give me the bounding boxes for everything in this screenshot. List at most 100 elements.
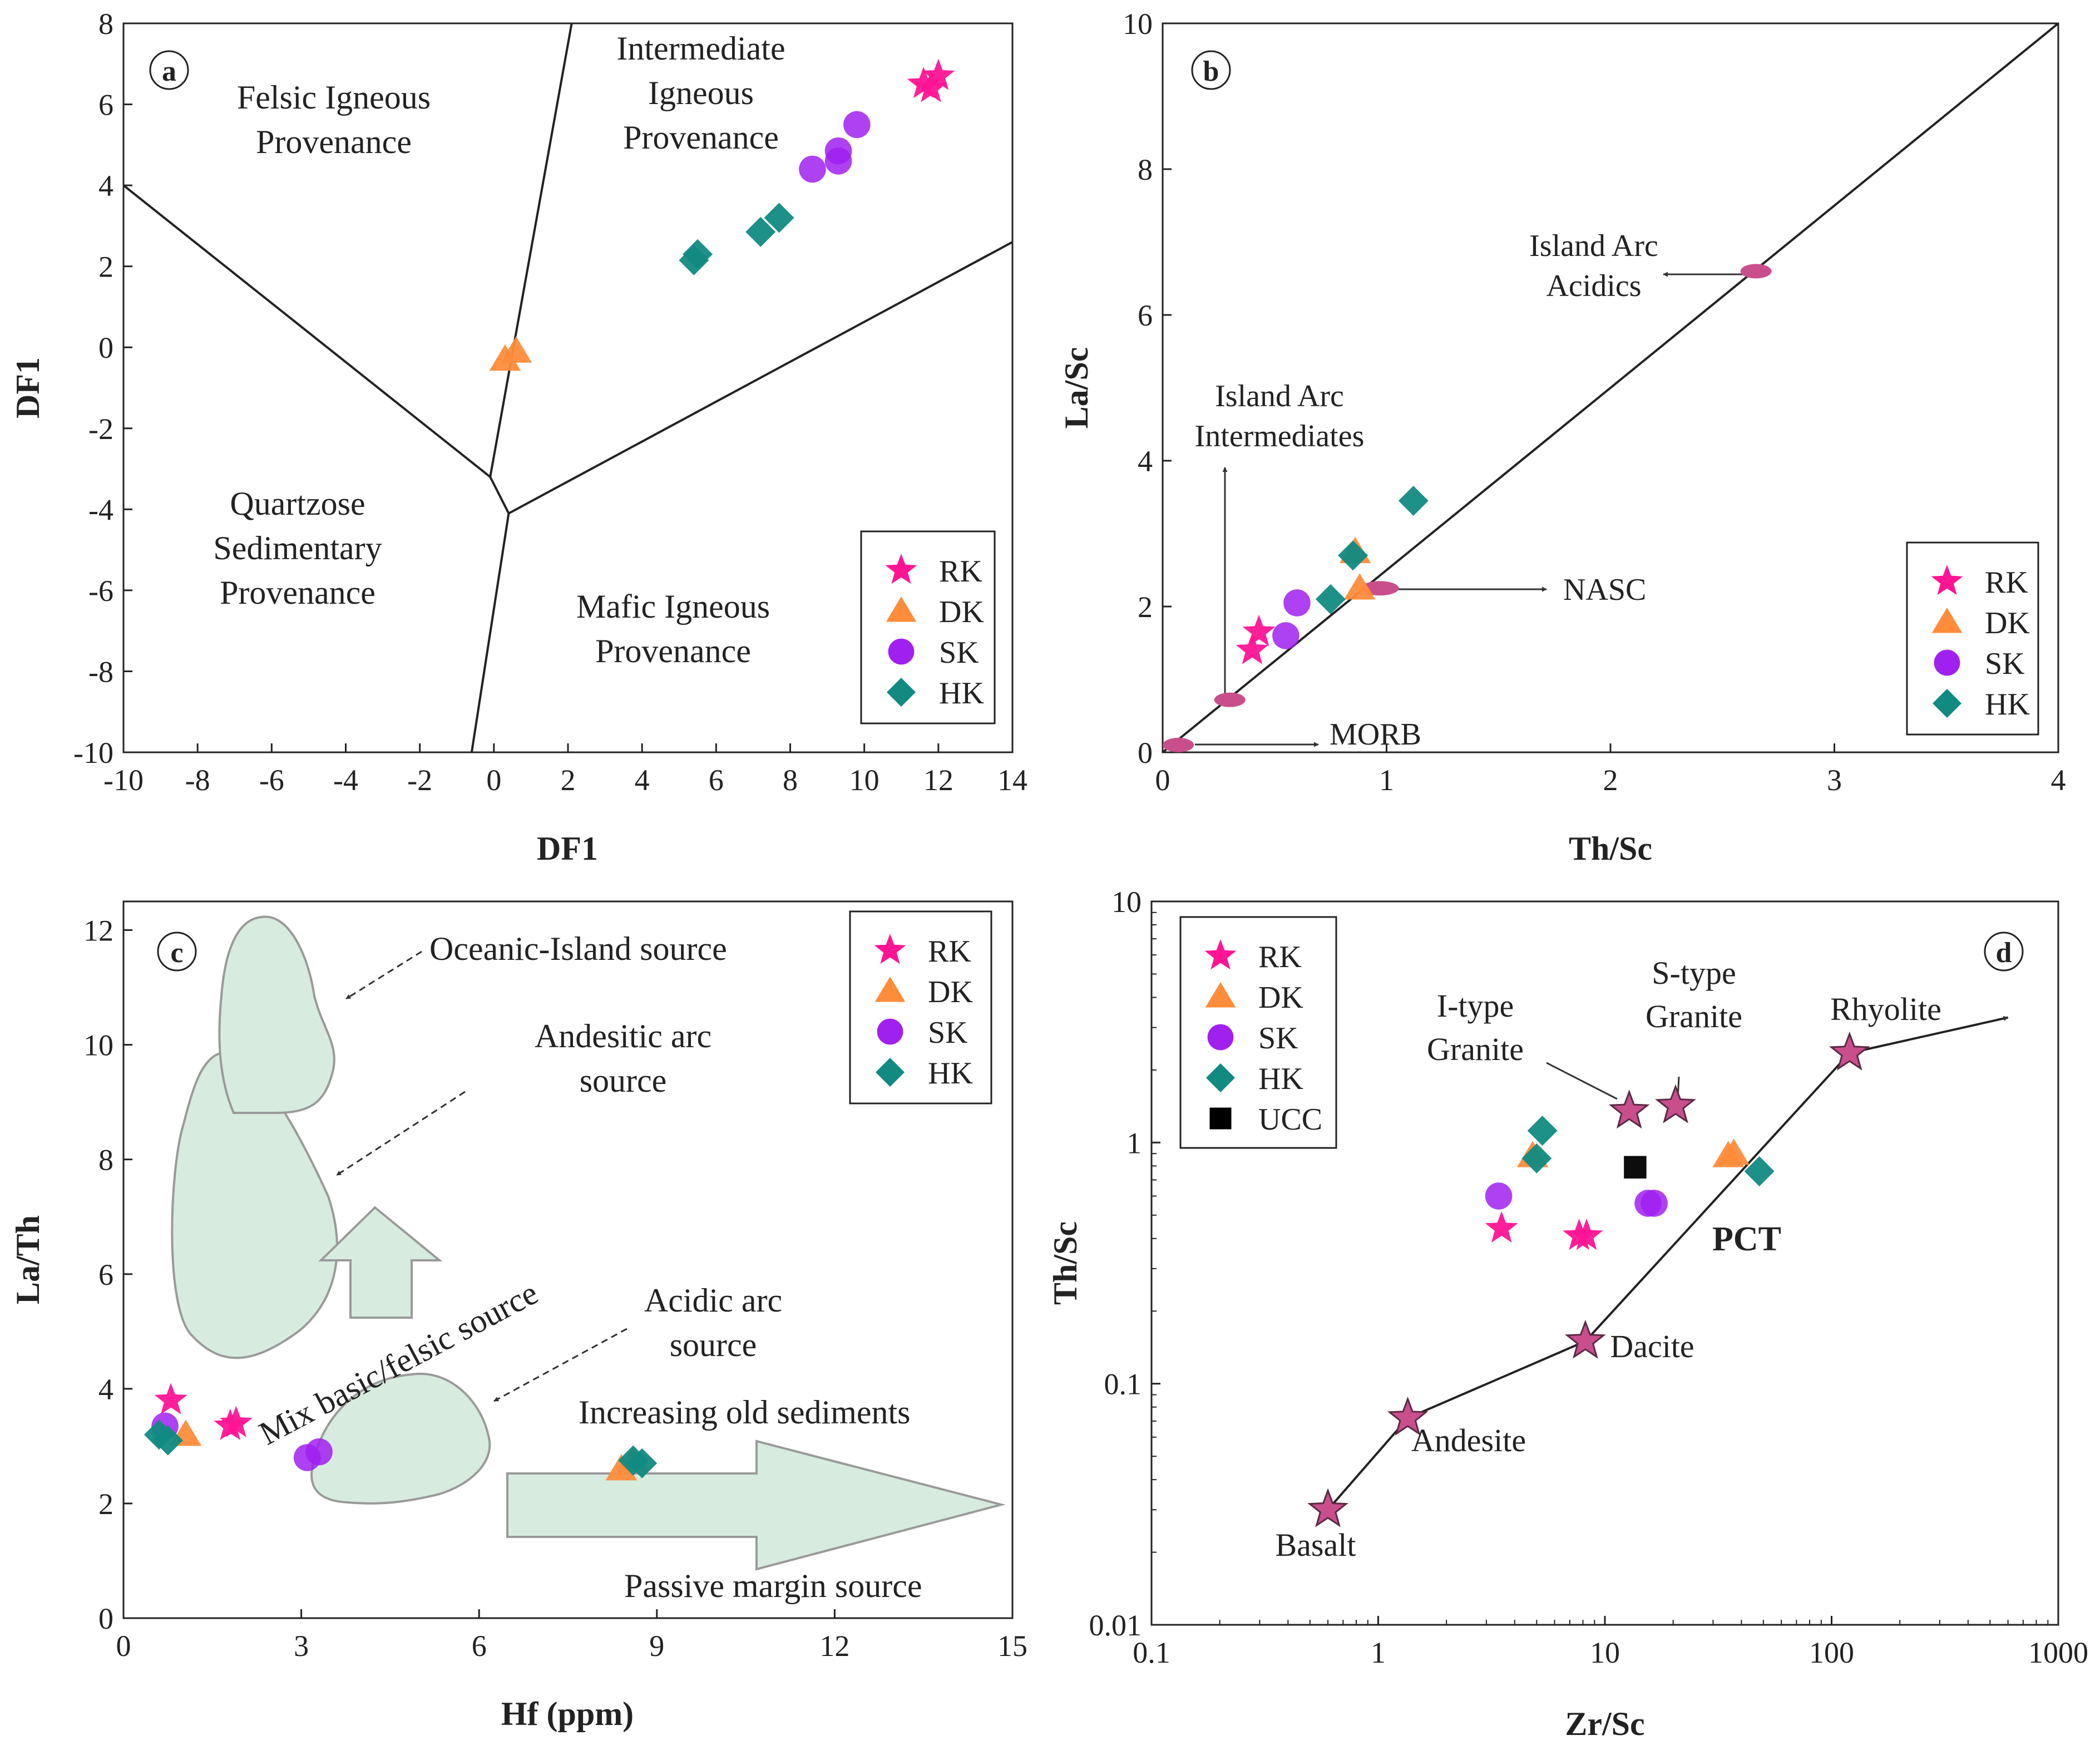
- pct-star-marker: [1565, 1319, 1606, 1359]
- data-point-dk: [1343, 573, 1376, 600]
- y-tick-label: 10: [83, 1029, 113, 1062]
- data-point-hk: [1521, 1143, 1552, 1174]
- data-point-sk: [799, 155, 826, 183]
- y-tick-label: 6: [98, 88, 113, 122]
- legend-marker-sk: [877, 1018, 903, 1045]
- x-tick-label: 15: [997, 1629, 1027, 1663]
- legend-label-rk: RK: [1985, 565, 2028, 600]
- andesitic-label-line-1: Andesitic arc: [535, 1018, 711, 1054]
- x-tick-label: 8: [783, 763, 798, 797]
- reference-marker: [1214, 692, 1246, 707]
- legend-box: [860, 530, 996, 724]
- panel-a: -10 -8 -6 -4 -2 0 2 4 6 8 10 12 14 -10 -8 -6 -4 -2 0 2 4 6 8 F…: [9, 7, 1027, 867]
- x-tick-label: 6: [472, 1629, 487, 1663]
- data-point-sk: [1485, 1182, 1513, 1210]
- boundary-line: [508, 241, 1013, 515]
- data-points: [1236, 486, 1429, 664]
- legend-box: [1179, 916, 1337, 1149]
- legend-label-dk: DK: [1985, 606, 2030, 640]
- pct-markers: [1307, 1031, 1870, 1527]
- x-tick-label: 12: [923, 763, 953, 797]
- x-tick-label: 0.1: [1133, 1636, 1170, 1669]
- acidic-label-line-1: Acidic arc: [644, 1282, 782, 1319]
- boundary-line: [489, 23, 573, 477]
- x-tick-label: -10: [103, 763, 144, 797]
- y-axis-label: La/Sc: [1058, 347, 1095, 429]
- morb-label: MORB: [1330, 717, 1421, 752]
- x-axis-label: Th/Sc: [1569, 830, 1652, 867]
- x-tick-label: 0: [486, 763, 501, 797]
- data-point-rk: [219, 1406, 253, 1437]
- data-point-sk: [1272, 622, 1299, 649]
- discriminant-boundaries: [122, 23, 1013, 753]
- data-point-hk: [1744, 1156, 1775, 1186]
- data-point-sk: [305, 1438, 333, 1466]
- data-point-hk: [745, 216, 776, 247]
- data-point-sk: [1283, 589, 1311, 617]
- panel-badge: a: [149, 50, 189, 90]
- oceanic-island-field: [218, 915, 335, 1114]
- legend-marker-hk: [1206, 1063, 1235, 1092]
- field-label-intermediate-line-3: Provenance: [623, 119, 779, 156]
- data-points: [144, 1383, 658, 1481]
- data-point-hk: [1315, 584, 1346, 614]
- field-label-felsic-line-2: Provenance: [256, 124, 412, 160]
- data-point-rk: [922, 58, 955, 90]
- oceanic-island-label: Oceanic-Island source: [429, 930, 727, 967]
- legend-label-ucc: UCC: [1258, 1102, 1322, 1137]
- legend-label-sk: SK: [1985, 647, 2025, 681]
- panel-badge: c: [157, 931, 197, 972]
- panel-badge-label: d: [1996, 937, 2012, 969]
- y-tick-label: 2: [98, 250, 113, 284]
- x-tick-label: 0: [1155, 763, 1170, 797]
- y-tick-label: 0: [1138, 736, 1153, 770]
- field-label-mafic: Mafic Igneous Provenance: [576, 588, 770, 669]
- s-type-label-line-2: Granite: [1646, 998, 1742, 1034]
- legend-marker-sk: [1207, 1024, 1234, 1051]
- reference-annotations: MORB Island Arc Intermediates NASC Islan…: [1195, 229, 1752, 752]
- legend-marker-rk: [874, 934, 906, 964]
- pct-star-marker: [1387, 1396, 1429, 1436]
- data-point-ucc: [1624, 1156, 1647, 1179]
- y-tick-label: 4: [98, 169, 113, 203]
- data-point-dk: [500, 336, 532, 363]
- x-tick-label: 6: [709, 763, 724, 797]
- legend-box: [1906, 541, 2039, 736]
- x-tick-label: 100: [1809, 1636, 1854, 1669]
- old-sediments-label: Increasing old sediments: [579, 1394, 911, 1431]
- legend: RK DK SK HK UCC: [1179, 916, 1337, 1149]
- y-tick-label: 2: [98, 1487, 113, 1521]
- x-tick-label: 1: [1379, 763, 1394, 797]
- iai-label-line-2: Intermediates: [1195, 419, 1365, 453]
- x-tick-label: 3: [1827, 763, 1842, 797]
- x-tick-label: 14: [997, 763, 1027, 797]
- acidic-arc-field: [310, 1372, 491, 1505]
- boundary-line: [489, 476, 510, 514]
- x-axis-label: Zr/Sc: [1565, 1705, 1644, 1742]
- plot-frame: [122, 900, 1014, 1619]
- y-tick-label: -2: [88, 412, 113, 446]
- reference-marker: [1163, 737, 1194, 752]
- andesitic-label-line-2: source: [580, 1062, 667, 1099]
- boundary-line: [122, 184, 491, 478]
- legend-label-hk: HK: [1985, 687, 2030, 722]
- legend-label-hk: HK: [1258, 1062, 1303, 1096]
- panel-badge-label: c: [170, 937, 183, 969]
- passive-margin-label: Passive margin source: [624, 1567, 922, 1604]
- data-point-sk: [824, 147, 852, 175]
- y-tick-label: 0: [98, 1602, 113, 1635]
- data-points: [489, 58, 955, 371]
- data-point-rk: [1485, 1211, 1518, 1243]
- y-axis-label: DF1: [9, 357, 46, 418]
- andesitic-arc-field: [171, 1052, 338, 1359]
- x-tick-label: 4: [2051, 763, 2066, 797]
- data-point-sk: [843, 111, 871, 139]
- x-tick-label: -8: [185, 763, 210, 797]
- iaa-label-line-2: Acidics: [1546, 269, 1641, 303]
- legend-box: [849, 910, 992, 1105]
- panel-badge: d: [1984, 931, 2024, 972]
- axis-ticks: -10 -8 -6 -4 -2 0 2 4 6 8 10 12 14 -10 -8 -6 -4 -2 0 2 4 6 8: [73, 7, 1027, 797]
- x-tick-label: 10: [849, 763, 879, 797]
